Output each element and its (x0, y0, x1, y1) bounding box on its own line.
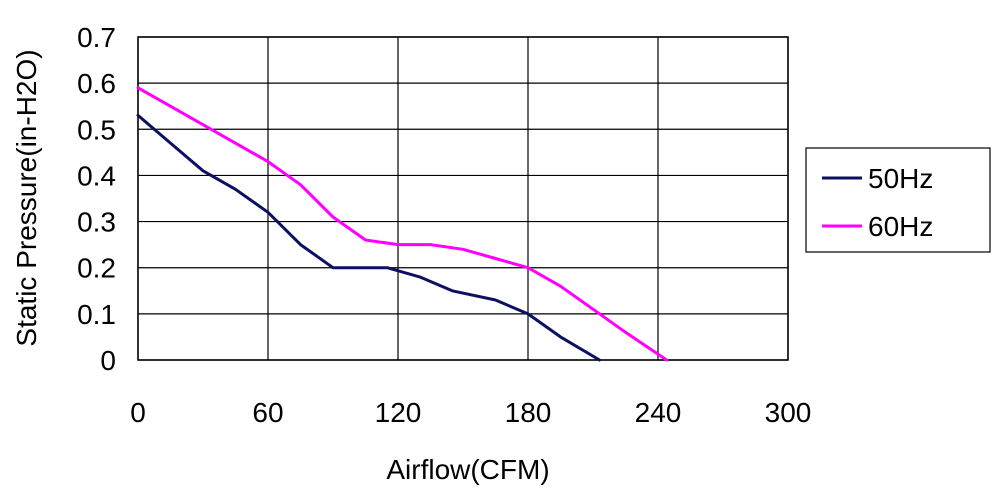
x-tick-label-4: 240 (635, 397, 682, 428)
y-tick-label-4: 0.4 (77, 160, 116, 191)
y-axis-title: Static Pressure(in-H2O) (11, 49, 42, 346)
x-tick-label-1: 60 (252, 397, 283, 428)
x-tick-labels: 0 60 120 180 240 300 (130, 397, 811, 428)
series-line-50Hz (136, 113, 601, 362)
y-tick-label-3: 0.3 (77, 207, 116, 238)
legend-label-60Hz: 60Hz (868, 211, 933, 242)
series-line-60Hz (136, 86, 669, 362)
x-tick-label-3: 180 (505, 397, 552, 428)
legend-label-50Hz: 50Hz (868, 163, 933, 194)
y-tick-labels: 0 0.1 0.2 0.3 0.4 0.5 0.6 0.7 (77, 22, 116, 376)
x-axis-title: Airflow(CFM) (386, 454, 549, 485)
x-tick-label-0: 0 (130, 397, 146, 428)
plot-border (137, 36, 789, 361)
x-tick-label-5: 300 (765, 397, 812, 428)
y-tick-label-7: 0.7 (77, 22, 116, 53)
y-tick-label-0: 0 (100, 345, 116, 376)
y-tick-label-6: 0.6 (77, 68, 116, 99)
y-tick-label-1: 0.1 (77, 299, 116, 330)
x-tick-label-2: 120 (375, 397, 422, 428)
y-tick-label-2: 0.2 (77, 253, 116, 284)
legend-box (805, 147, 991, 253)
plot-area (138, 37, 788, 360)
series-lines (136, 86, 669, 362)
legend-items: 50Hz 60Hz (822, 163, 933, 242)
legend: 50Hz 60Hz (805, 147, 991, 253)
y-tick-label-5: 0.5 (77, 114, 116, 145)
